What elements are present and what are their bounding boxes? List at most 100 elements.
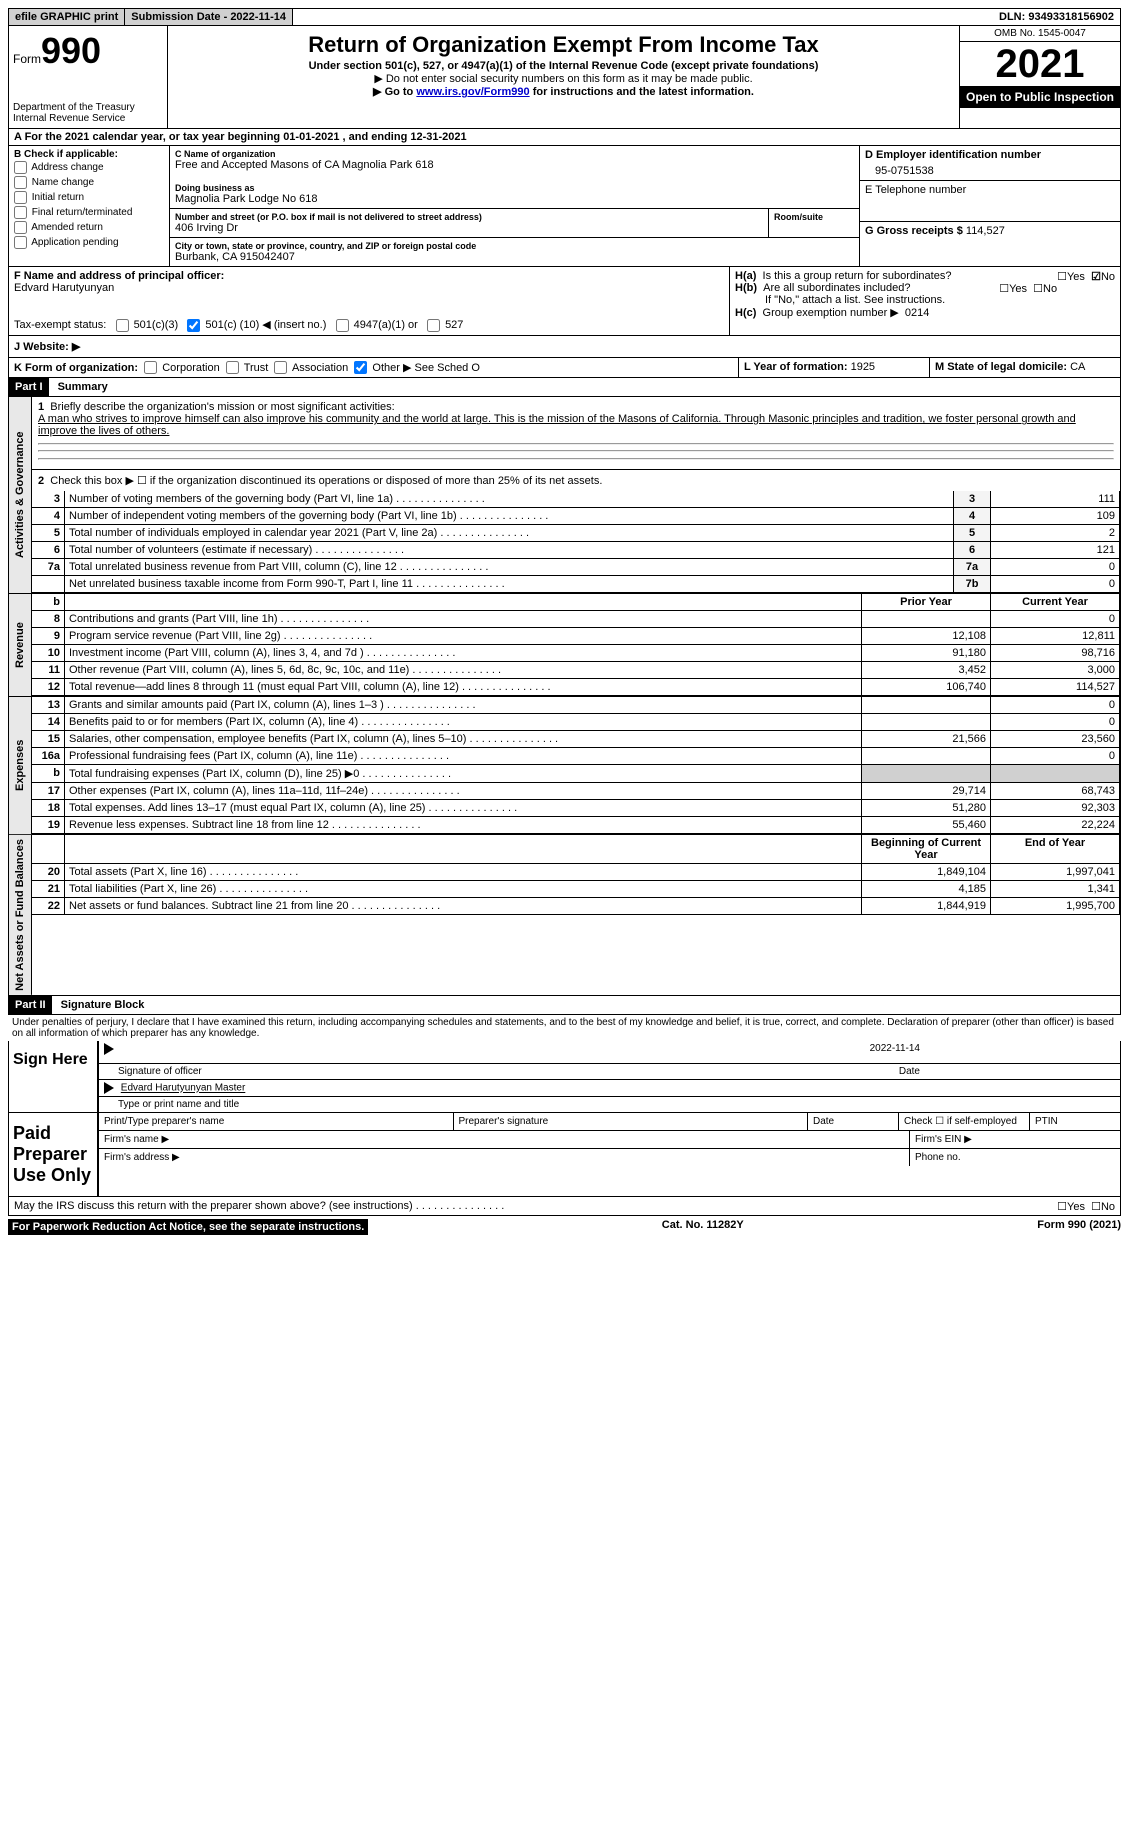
revenue-table: bPrior YearCurrent Year8Contributions an… bbox=[32, 594, 1120, 696]
form-footer: Form 990 (2021) bbox=[1037, 1219, 1121, 1235]
tax-period: A For the 2021 calendar year, or tax yea… bbox=[8, 129, 1121, 146]
revenue-block: Revenue bPrior YearCurrent Year8Contribu… bbox=[8, 594, 1121, 697]
paid-preparer-label: Paid Preparer Use Only bbox=[9, 1113, 99, 1196]
entity-block: B Check if applicable: Address change Na… bbox=[8, 146, 1121, 267]
firm-addr-label: Firm's address ▶ bbox=[99, 1149, 910, 1166]
line2-text: Check this box ▶ ☐ if the organization d… bbox=[50, 475, 602, 487]
org-name: Free and Accepted Masons of CA Magnolia … bbox=[175, 159, 854, 171]
ein-value: 95-0751538 bbox=[865, 161, 1115, 177]
section-b: B Check if applicable: Address change Na… bbox=[9, 146, 170, 266]
gross-receipts-label: G Gross receipts $ bbox=[865, 225, 963, 237]
governance-table: 3Number of voting members of the governi… bbox=[32, 491, 1120, 593]
h-b-row: H(b) Are all subordinates included? ☐Yes… bbox=[735, 282, 1115, 294]
officer-name: Edvard Harutyunyan bbox=[14, 282, 724, 294]
prep-sig-label: Preparer's signature bbox=[454, 1113, 809, 1130]
sig-date-value: 2022-11-14 bbox=[870, 1043, 920, 1054]
type-name-label: Type or print name and title bbox=[118, 1099, 239, 1110]
dba-value: Magnolia Park Lodge No 618 bbox=[175, 193, 854, 205]
discuss-row: May the IRS discuss this return with the… bbox=[8, 1197, 1121, 1216]
note-goto: ▶ Go to www.irs.gov/Form990 for instruct… bbox=[172, 85, 955, 98]
chk-amended[interactable]: Amended return bbox=[14, 220, 164, 235]
chk-assoc[interactable] bbox=[274, 361, 287, 374]
tax-year: 2021 bbox=[960, 42, 1120, 86]
gross-receipts-value: 114,527 bbox=[966, 225, 1005, 237]
part1-header: Part I Summary bbox=[8, 378, 1121, 397]
klm-row: K Form of organization: Corporation Trus… bbox=[8, 358, 1121, 379]
h-a-row: H(a) Is this a group return for subordin… bbox=[735, 270, 1115, 282]
phone-label: E Telephone number bbox=[865, 184, 966, 196]
mission-label: Briefly describe the organization's miss… bbox=[50, 401, 394, 413]
note-no-ssn: ▶ Do not enter social security numbers o… bbox=[172, 72, 955, 85]
dln-label: DLN: 93493318156902 bbox=[993, 9, 1120, 25]
tab-governance: Activities & Governance bbox=[9, 397, 32, 593]
date-label: Date bbox=[899, 1066, 920, 1077]
state-domicile: CA bbox=[1070, 361, 1085, 373]
street-label: Number and street (or P.O. box if mail i… bbox=[175, 212, 763, 222]
chk-501c[interactable] bbox=[187, 319, 200, 332]
h-c-row: H(c) Group exemption number ▶ 0214 bbox=[735, 306, 1115, 319]
org-name-label: C Name of organization bbox=[175, 149, 854, 159]
expenses-block: Expenses 13Grants and similar amounts pa… bbox=[8, 697, 1121, 835]
top-bar: efile GRAPHIC print Submission Date - 20… bbox=[8, 8, 1121, 26]
irs-link[interactable]: www.irs.gov/Form990 bbox=[416, 86, 529, 98]
form-header: Form990 Department of the Treasury Inter… bbox=[8, 26, 1121, 129]
officer-typed-name: Edvard Harutyunyan Master bbox=[121, 1083, 246, 1094]
h-b-note: If "No," attach a list. See instructions… bbox=[735, 294, 1115, 306]
ein-label: D Employer identification number bbox=[865, 149, 1041, 161]
chk-initial-return[interactable]: Initial return bbox=[14, 190, 164, 205]
website-row: J Website: ▶ bbox=[8, 336, 1121, 358]
netassets-table: Beginning of Current YearEnd of Year20To… bbox=[32, 835, 1120, 915]
chk-501c3[interactable] bbox=[116, 319, 129, 332]
arrow-icon bbox=[104, 1082, 114, 1094]
firm-phone-label: Phone no. bbox=[910, 1149, 1120, 1166]
chk-name-change[interactable]: Name change bbox=[14, 175, 164, 190]
tab-netassets: Net Assets or Fund Balances bbox=[9, 835, 32, 995]
firm-name-label: Firm's name ▶ bbox=[99, 1131, 910, 1148]
sign-here-label: Sign Here bbox=[9, 1041, 99, 1112]
tab-expenses: Expenses bbox=[9, 697, 32, 834]
fh-block: F Name and address of principal officer:… bbox=[8, 267, 1121, 336]
prep-name-label: Print/Type preparer's name bbox=[99, 1113, 454, 1130]
ptin-label: PTIN bbox=[1030, 1113, 1120, 1130]
chk-527[interactable] bbox=[427, 319, 440, 332]
sign-here-block: Sign Here 2022-11-14 Signature of office… bbox=[8, 1041, 1121, 1113]
cat-number: Cat. No. 11282Y bbox=[662, 1219, 744, 1235]
year-formation: 1925 bbox=[851, 361, 875, 373]
efile-print-button[interactable]: efile GRAPHIC print bbox=[9, 9, 125, 25]
chk-final-return[interactable]: Final return/terminated bbox=[14, 205, 164, 220]
dba-label: Doing business as bbox=[175, 183, 854, 193]
chk-other[interactable] bbox=[354, 361, 367, 374]
paperwork-notice: For Paperwork Reduction Act Notice, see … bbox=[8, 1219, 368, 1235]
tax-exempt-row: Tax-exempt status: 501(c)(3) 501(c) (10)… bbox=[14, 318, 724, 332]
part2-header: Part II Signature Block bbox=[8, 996, 1121, 1015]
street-value: 406 Irving Dr bbox=[175, 222, 763, 234]
city-value: Burbank, CA 915042407 bbox=[175, 251, 854, 263]
chk-app-pending[interactable]: Application pending bbox=[14, 235, 164, 250]
arrow-icon bbox=[104, 1043, 114, 1055]
submission-date-button[interactable]: Submission Date - 2022-11-14 bbox=[125, 9, 293, 25]
city-label: City or town, state or province, country… bbox=[175, 241, 854, 251]
tab-revenue: Revenue bbox=[9, 594, 32, 696]
mission-text: A man who strives to improve himself can… bbox=[38, 413, 1076, 437]
chk-4947[interactable] bbox=[336, 319, 349, 332]
netassets-block: Net Assets or Fund Balances Beginning of… bbox=[8, 835, 1121, 996]
self-employed-label: Check ☐ if self-employed bbox=[899, 1113, 1030, 1130]
prep-date-label: Date bbox=[808, 1113, 899, 1130]
firm-ein-label: Firm's EIN ▶ bbox=[910, 1131, 1120, 1148]
chk-address-change[interactable]: Address change bbox=[14, 160, 164, 175]
perjury-declaration: Under penalties of perjury, I declare th… bbox=[8, 1015, 1121, 1041]
expenses-table: 13Grants and similar amounts paid (Part … bbox=[32, 697, 1120, 834]
chk-corp[interactable] bbox=[144, 361, 157, 374]
chk-trust[interactable] bbox=[226, 361, 239, 374]
paid-preparer-block: Paid Preparer Use Only Print/Type prepar… bbox=[8, 1113, 1121, 1197]
omb-number: OMB No. 1545-0047 bbox=[960, 26, 1120, 42]
part1-body: Activities & Governance 1 Briefly descri… bbox=[8, 397, 1121, 594]
sig-officer-label: Signature of officer bbox=[118, 1066, 202, 1077]
form-title: Return of Organization Exempt From Incom… bbox=[172, 32, 955, 58]
page-footer: For Paperwork Reduction Act Notice, see … bbox=[8, 1216, 1121, 1238]
form-subtitle: Under section 501(c), 527, or 4947(a)(1)… bbox=[172, 60, 955, 72]
room-label: Room/suite bbox=[774, 212, 854, 222]
open-inspection: Open to Public Inspection bbox=[960, 86, 1120, 108]
form-number: 990 bbox=[41, 30, 101, 71]
form-word: Form bbox=[13, 52, 41, 66]
